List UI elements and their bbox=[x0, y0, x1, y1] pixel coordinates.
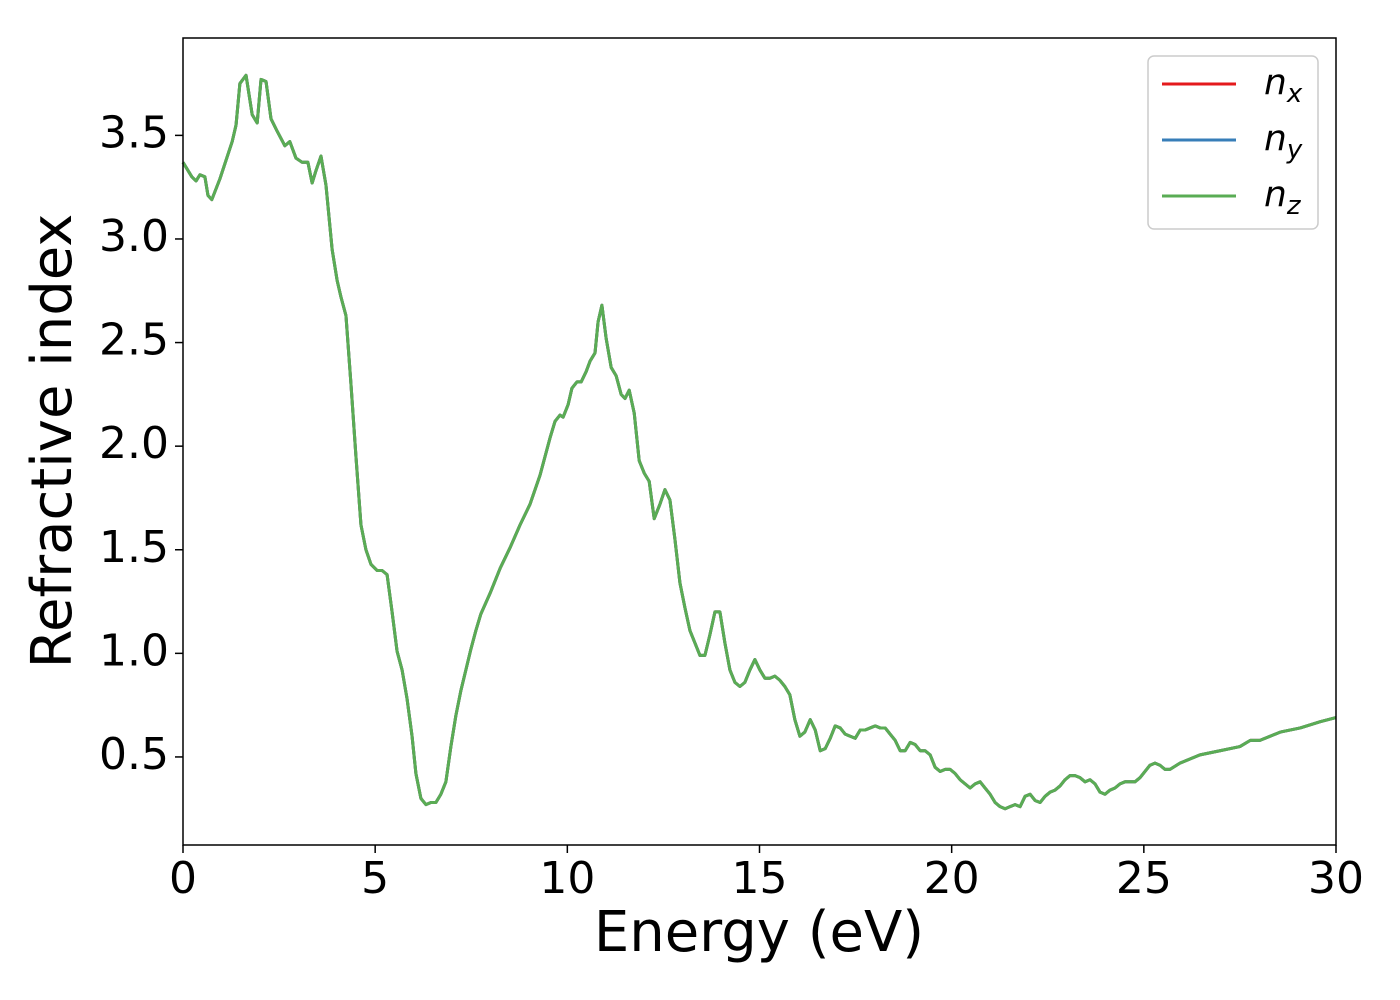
x-tick-label: 10 bbox=[539, 853, 595, 904]
y-tick-label: 1.5 bbox=[99, 522, 169, 573]
x-tick-label: 25 bbox=[1116, 853, 1172, 904]
y-tick-label: 3.5 bbox=[99, 107, 169, 158]
legend-label: ny bbox=[1264, 118, 1303, 165]
y-tick-label: 3.0 bbox=[99, 211, 169, 262]
x-tick-label: 20 bbox=[924, 853, 980, 904]
y-axis-label: Refractive index bbox=[20, 214, 85, 669]
legend-label: nz bbox=[1264, 174, 1302, 221]
x-tick-label: 15 bbox=[732, 853, 788, 904]
y-tick-label: 2.0 bbox=[99, 418, 169, 469]
legend: nx ny nz bbox=[1147, 55, 1319, 230]
x-axis-label: Energy (eV) bbox=[594, 900, 924, 965]
legend-box bbox=[1147, 55, 1319, 230]
plot-frame bbox=[182, 37, 1337, 846]
x-tick-label: 0 bbox=[169, 853, 197, 904]
y-tick-label: 0.5 bbox=[99, 729, 169, 780]
y-tick-label: 1.0 bbox=[99, 625, 169, 676]
legend-label: nx bbox=[1264, 62, 1303, 109]
y-tick-label: 2.5 bbox=[99, 315, 169, 366]
x-tick-label: 30 bbox=[1308, 853, 1364, 904]
x-tick-label: 5 bbox=[361, 853, 389, 904]
series-line bbox=[181, 73, 1337, 811]
